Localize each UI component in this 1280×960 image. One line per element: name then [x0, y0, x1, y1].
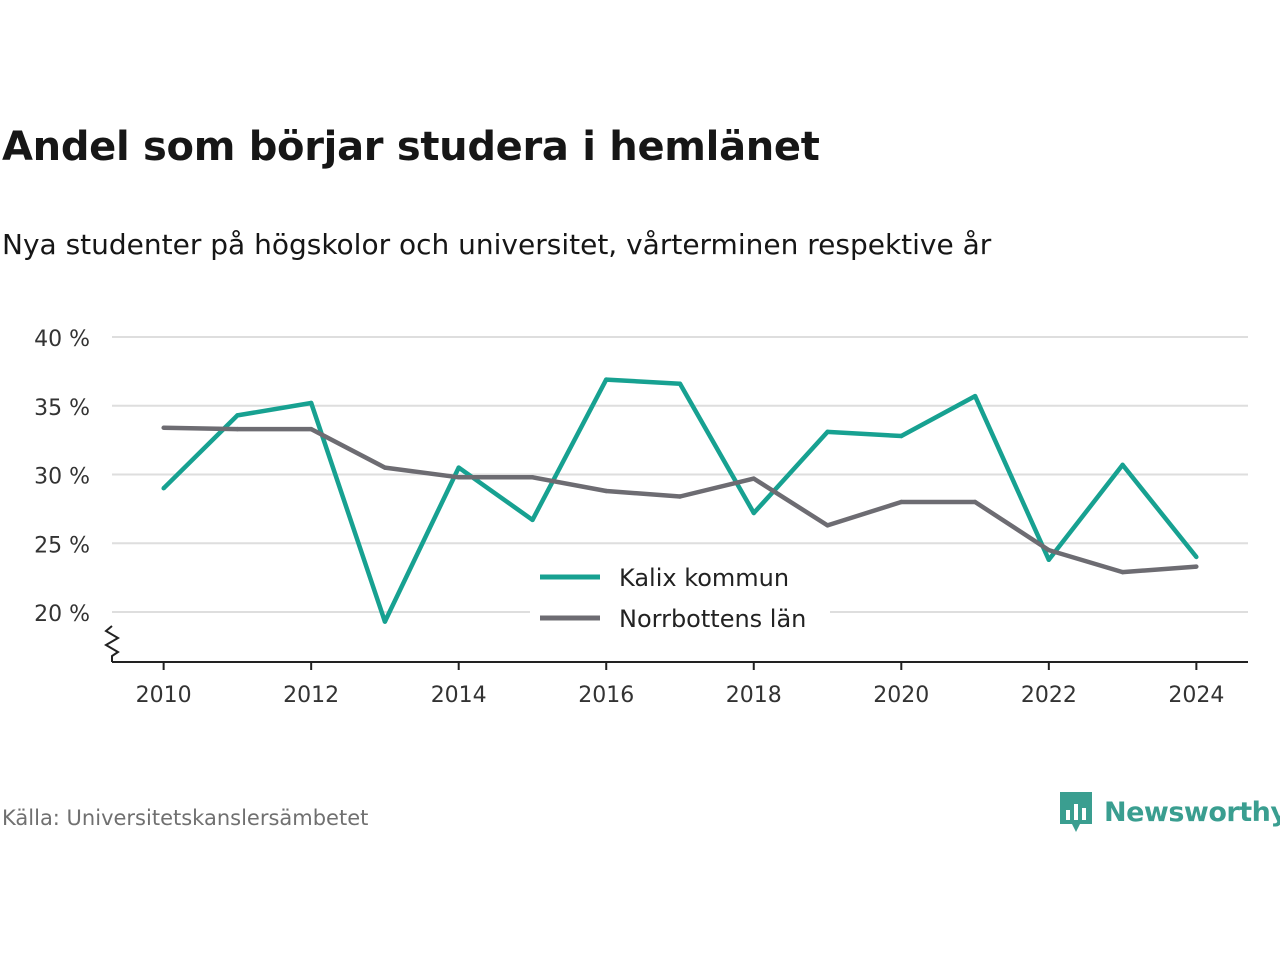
data-point	[161, 486, 166, 491]
y-tick-label: 30 %	[34, 465, 90, 490]
data-point	[1194, 564, 1199, 569]
data-point	[382, 465, 388, 470]
data-point	[1120, 462, 1125, 468]
data-point	[530, 517, 535, 523]
x-tick-label: 2016	[578, 683, 634, 708]
chart-title: Andel som börjar studera i hemlänet	[2, 124, 820, 170]
data-point	[899, 433, 904, 439]
data-point	[604, 377, 609, 382]
data-point	[972, 393, 978, 399]
data-point	[751, 510, 756, 516]
data-point	[677, 494, 683, 499]
data-point	[456, 475, 461, 480]
data-point	[530, 475, 535, 480]
x-tick-label: 2014	[431, 683, 487, 708]
brand-name: Newsworthy	[1104, 796, 1280, 828]
y-tick-label: 35 %	[34, 396, 90, 421]
data-point	[308, 426, 314, 432]
y-tick-label: 25 %	[34, 533, 90, 558]
legend-background	[530, 560, 830, 636]
x-axis	[104, 625, 1248, 663]
y-tick-label: 20 %	[34, 602, 90, 627]
data-point	[308, 400, 314, 406]
data-point	[825, 523, 830, 528]
data-point	[1120, 569, 1125, 575]
data-point	[456, 465, 461, 470]
x-axis-ticks: 2010 2012 2014 2016 2018 2020 2022 2024	[136, 662, 1224, 708]
x-tick-label: 2024	[1168, 683, 1224, 708]
source-note: Källa: Universitetskanslersämbetet	[2, 806, 369, 830]
data-point	[604, 488, 609, 494]
series-line-norrbotten	[163, 425, 1197, 575]
bar-chart-speech-bubble-icon	[1060, 792, 1092, 832]
y-axis-tick-labels: 20 % 25 % 30 % 35 % 40 %	[34, 327, 90, 627]
chart-subtitle: Nya studenter på högskolor och universit…	[2, 228, 992, 261]
axis-break-icon	[104, 625, 120, 662]
data-point	[825, 429, 830, 435]
data-point	[677, 381, 683, 386]
x-tick-label: 2012	[283, 683, 339, 708]
data-point	[1046, 547, 1052, 553]
x-tick-label: 2010	[136, 683, 192, 708]
data-point	[1194, 554, 1199, 560]
x-tick-label: 2020	[873, 683, 929, 708]
y-tick-label: 40 %	[34, 327, 90, 352]
data-point	[382, 619, 388, 624]
legend: Kalix kommun Norrbottens län	[530, 560, 830, 636]
legend-label: Kalix kommun	[619, 564, 789, 592]
data-point	[235, 413, 240, 418]
data-point	[972, 499, 978, 505]
legend-label: Norrbottens län	[619, 605, 806, 633]
data-point	[899, 499, 904, 505]
data-point	[235, 426, 240, 432]
x-tick-label: 2022	[1021, 683, 1077, 708]
x-tick-label: 2018	[726, 683, 782, 708]
series-lines	[161, 377, 1199, 624]
newsworthy-logo: Newsworthy	[1058, 790, 1280, 834]
data-point	[1046, 557, 1052, 562]
data-point	[751, 476, 756, 481]
data-point	[161, 425, 166, 430]
